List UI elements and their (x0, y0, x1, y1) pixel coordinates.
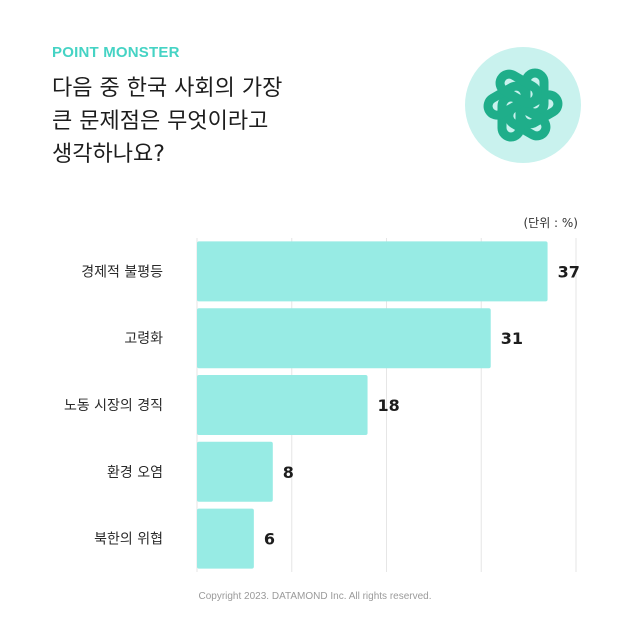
brand-name: POINT MONSTER (52, 44, 180, 61)
category-label: 경제적 불평등 (81, 264, 163, 280)
copyright-text: Copyright 2023. DATAMOND Inc. All rights… (198, 591, 432, 602)
value-label: 37 (558, 262, 580, 281)
unit-label: (단위 : %) (523, 216, 578, 230)
bar (197, 375, 368, 435)
value-label: 18 (378, 396, 400, 415)
value-label: 6 (264, 530, 275, 549)
category-label: 고령화 (124, 331, 163, 347)
page-title: 다음 중 한국 사회의 가장 큰 문제점은 무엇이라고 생각하나요? (52, 76, 283, 167)
bar (197, 308, 491, 369)
category-label: 노동 시장의 경직 (64, 398, 163, 414)
value-label: 31 (501, 329, 523, 348)
bar (197, 241, 548, 302)
bar (197, 508, 254, 569)
openai-knot-icon (465, 47, 581, 163)
value-label: 8 (283, 463, 294, 482)
bar (197, 441, 273, 502)
category-label: 환경 오염 (107, 465, 163, 481)
category-label: 북한의 위협 (94, 532, 163, 548)
